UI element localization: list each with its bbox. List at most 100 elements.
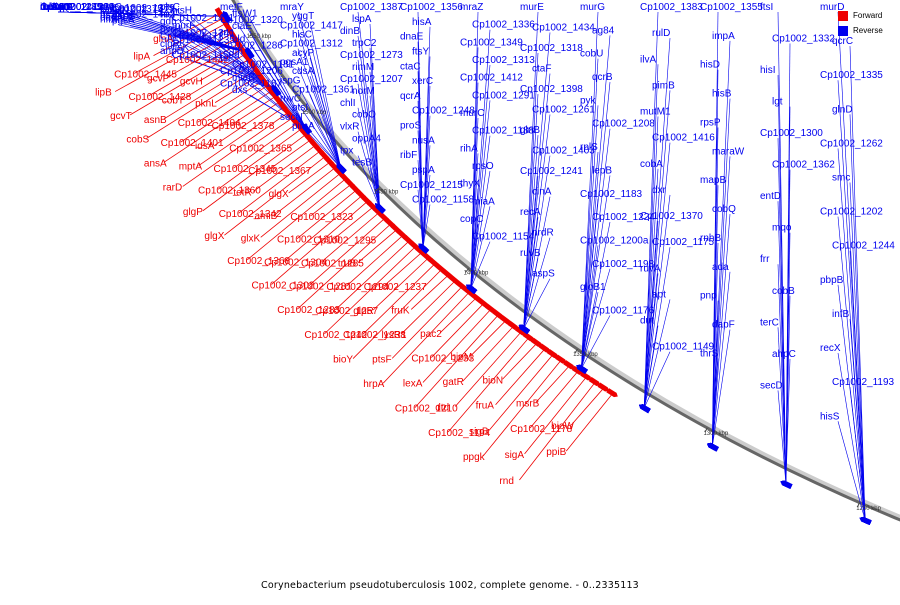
reverse-gene-label: Cp1002_1199 bbox=[52, 2, 115, 13]
reverse-gene-label: copC bbox=[460, 214, 483, 225]
forward-gene-feature bbox=[606, 388, 618, 398]
reverse-gene-label: Cp1002_1207 bbox=[340, 74, 403, 85]
reverse-gene-label: Cp1002_1383 bbox=[640, 2, 703, 13]
forward-leader-line bbox=[181, 59, 249, 101]
forward-gene-label: rnd bbox=[499, 476, 513, 487]
reverse-leader-line bbox=[643, 90, 671, 408]
reverse-gene-label: pspA bbox=[412, 165, 435, 176]
reverse-leader-line bbox=[189, 52, 276, 91]
reverse-gene-label: Cp1002_1185 bbox=[40, 2, 103, 13]
forward-leader-line bbox=[524, 376, 587, 455]
reverse-gene-label: rnc bbox=[220, 28, 234, 39]
forward-leader-line bbox=[333, 206, 374, 240]
scale-tick-label: 1550 kbp bbox=[247, 34, 272, 40]
reverse-gene-label: pimB bbox=[652, 80, 675, 91]
reverse-gene-feature bbox=[518, 324, 531, 335]
reverse-leader-line bbox=[297, 103, 341, 168]
reverse-leader-line bbox=[309, 39, 341, 168]
reverse-gene-label: Cp1002_1314 bbox=[52, 2, 115, 13]
forward-gene-label: Cp1002_1302 bbox=[252, 280, 315, 291]
scale-tick bbox=[248, 33, 254, 37]
forward-gene-label: ppiB bbox=[546, 447, 566, 458]
reverse-leader-line bbox=[129, 23, 250, 53]
reverse-gene-label: Cp1002_1235 bbox=[172, 35, 235, 46]
reverse-gene-label: Cp1002_1335 bbox=[820, 70, 883, 81]
reverse-leader-line bbox=[581, 105, 599, 369]
reverse-gene-label: cobO bbox=[352, 110, 376, 121]
reverse-gene-label: pnp bbox=[700, 291, 717, 302]
reverse-leader-line bbox=[470, 64, 491, 289]
forward-gene-label: glgP bbox=[183, 207, 203, 218]
forward-leader-line bbox=[260, 172, 341, 238]
reverse-gene-label: Cp1002_1248 bbox=[412, 106, 475, 117]
reverse-leader-line bbox=[189, 59, 276, 91]
forward-leader-line bbox=[180, 85, 268, 143]
reverse-leader-line bbox=[523, 176, 539, 329]
forward-gene-label: Cp1002_1283 bbox=[277, 305, 340, 316]
reverse-leader-line bbox=[422, 174, 431, 248]
reverse-gene-label: Cp1002_1224 bbox=[592, 212, 655, 223]
forward-leader-line bbox=[320, 212, 380, 263]
reverse-leader-line bbox=[581, 198, 599, 369]
reverse-leader-line bbox=[189, 44, 276, 91]
forward-gene-label: lexA bbox=[403, 379, 423, 390]
forward-leader-line bbox=[447, 337, 530, 433]
reverse-leader-line bbox=[523, 53, 539, 329]
reverse-gene-label: yggT bbox=[292, 11, 314, 22]
reverse-leader-line bbox=[523, 11, 539, 329]
reverse-gene-label: Cp1002_1261 bbox=[532, 105, 595, 116]
reverse-leader-line bbox=[581, 175, 611, 369]
reverse-gene-feature bbox=[707, 442, 719, 452]
reverse-gene-label: qcrA bbox=[400, 91, 421, 102]
reverse-gene-label: pbpB bbox=[820, 275, 844, 286]
reverse-gene-label: cinA bbox=[532, 187, 552, 198]
reverse-gene-label: sepF bbox=[52, 2, 74, 13]
forward-gene-label: Cp1002_1281 bbox=[289, 282, 352, 293]
reverse-gene-label: Cp1002_1286 bbox=[220, 40, 283, 51]
reverse-leader-line bbox=[712, 214, 731, 447]
reverse-swatch bbox=[838, 25, 848, 36]
forward-gene-feature bbox=[530, 337, 542, 347]
reverse-gene-label: Cp1002_1188 bbox=[472, 126, 535, 137]
reverse-leader-line bbox=[417, 160, 424, 248]
reverse-leader-line bbox=[357, 35, 380, 208]
reverse-leader-line bbox=[177, 33, 276, 91]
forward-leader-line bbox=[570, 387, 605, 426]
forward-gene-feature bbox=[522, 331, 534, 342]
reverse-leader-line bbox=[712, 242, 719, 447]
forward-gene-label: Cp1002_1295 bbox=[313, 235, 376, 246]
reverse-gene-label: Cp1002_1403 bbox=[532, 146, 595, 157]
reverse-leader-line bbox=[581, 292, 599, 369]
reverse-gene-label: Cp1002_1300 bbox=[760, 128, 823, 139]
forward-gene-label: Cp1002_1304 bbox=[264, 257, 327, 268]
forward-leader-line bbox=[185, 33, 233, 60]
forward-leader-line bbox=[488, 354, 554, 431]
reverse-gene-label: tesB bbox=[352, 158, 372, 169]
reverse-leader-line bbox=[129, 16, 250, 53]
scale-tick-label: 1300 kbp bbox=[703, 431, 728, 437]
forward-gene-feature bbox=[477, 297, 489, 308]
forward-leader-line bbox=[310, 184, 352, 217]
genome-caption: Corynebacterium pseudotuberculosis 1002,… bbox=[261, 580, 639, 591]
forward-gene-feature bbox=[463, 286, 474, 296]
reverse-leader-line bbox=[581, 35, 611, 369]
reverse-gene-label: ctaF bbox=[532, 64, 551, 75]
reverse-gene-label: rihA bbox=[460, 143, 478, 154]
reverse-gene-feature bbox=[222, 11, 232, 23]
reverse-gene-label: rbfA bbox=[40, 2, 59, 13]
reverse-gene-label: manP bbox=[40, 2, 66, 13]
reverse-leader-line bbox=[523, 73, 551, 329]
reverse-gene-label: ilvA bbox=[640, 54, 656, 65]
reverse-leader-line bbox=[777, 390, 787, 485]
reverse-gene-label: Cp1002_1241 bbox=[520, 166, 583, 177]
reverse-leader-line bbox=[523, 237, 551, 329]
reverse-gene-label: Cp1002_1398 bbox=[520, 84, 583, 95]
reverse-gene-feature bbox=[245, 47, 255, 59]
reverse-gene-label: ffh bbox=[232, 47, 243, 58]
reverse-leader-line bbox=[777, 264, 787, 485]
legend-item-reverse: Reverse bbox=[838, 23, 883, 38]
reverse-gene-label: ileS bbox=[40, 2, 57, 13]
forward-leader-line bbox=[535, 365, 570, 403]
reverse-gene-label: Cp1002_1355 bbox=[700, 2, 763, 13]
forward-gene-feature bbox=[563, 360, 575, 370]
